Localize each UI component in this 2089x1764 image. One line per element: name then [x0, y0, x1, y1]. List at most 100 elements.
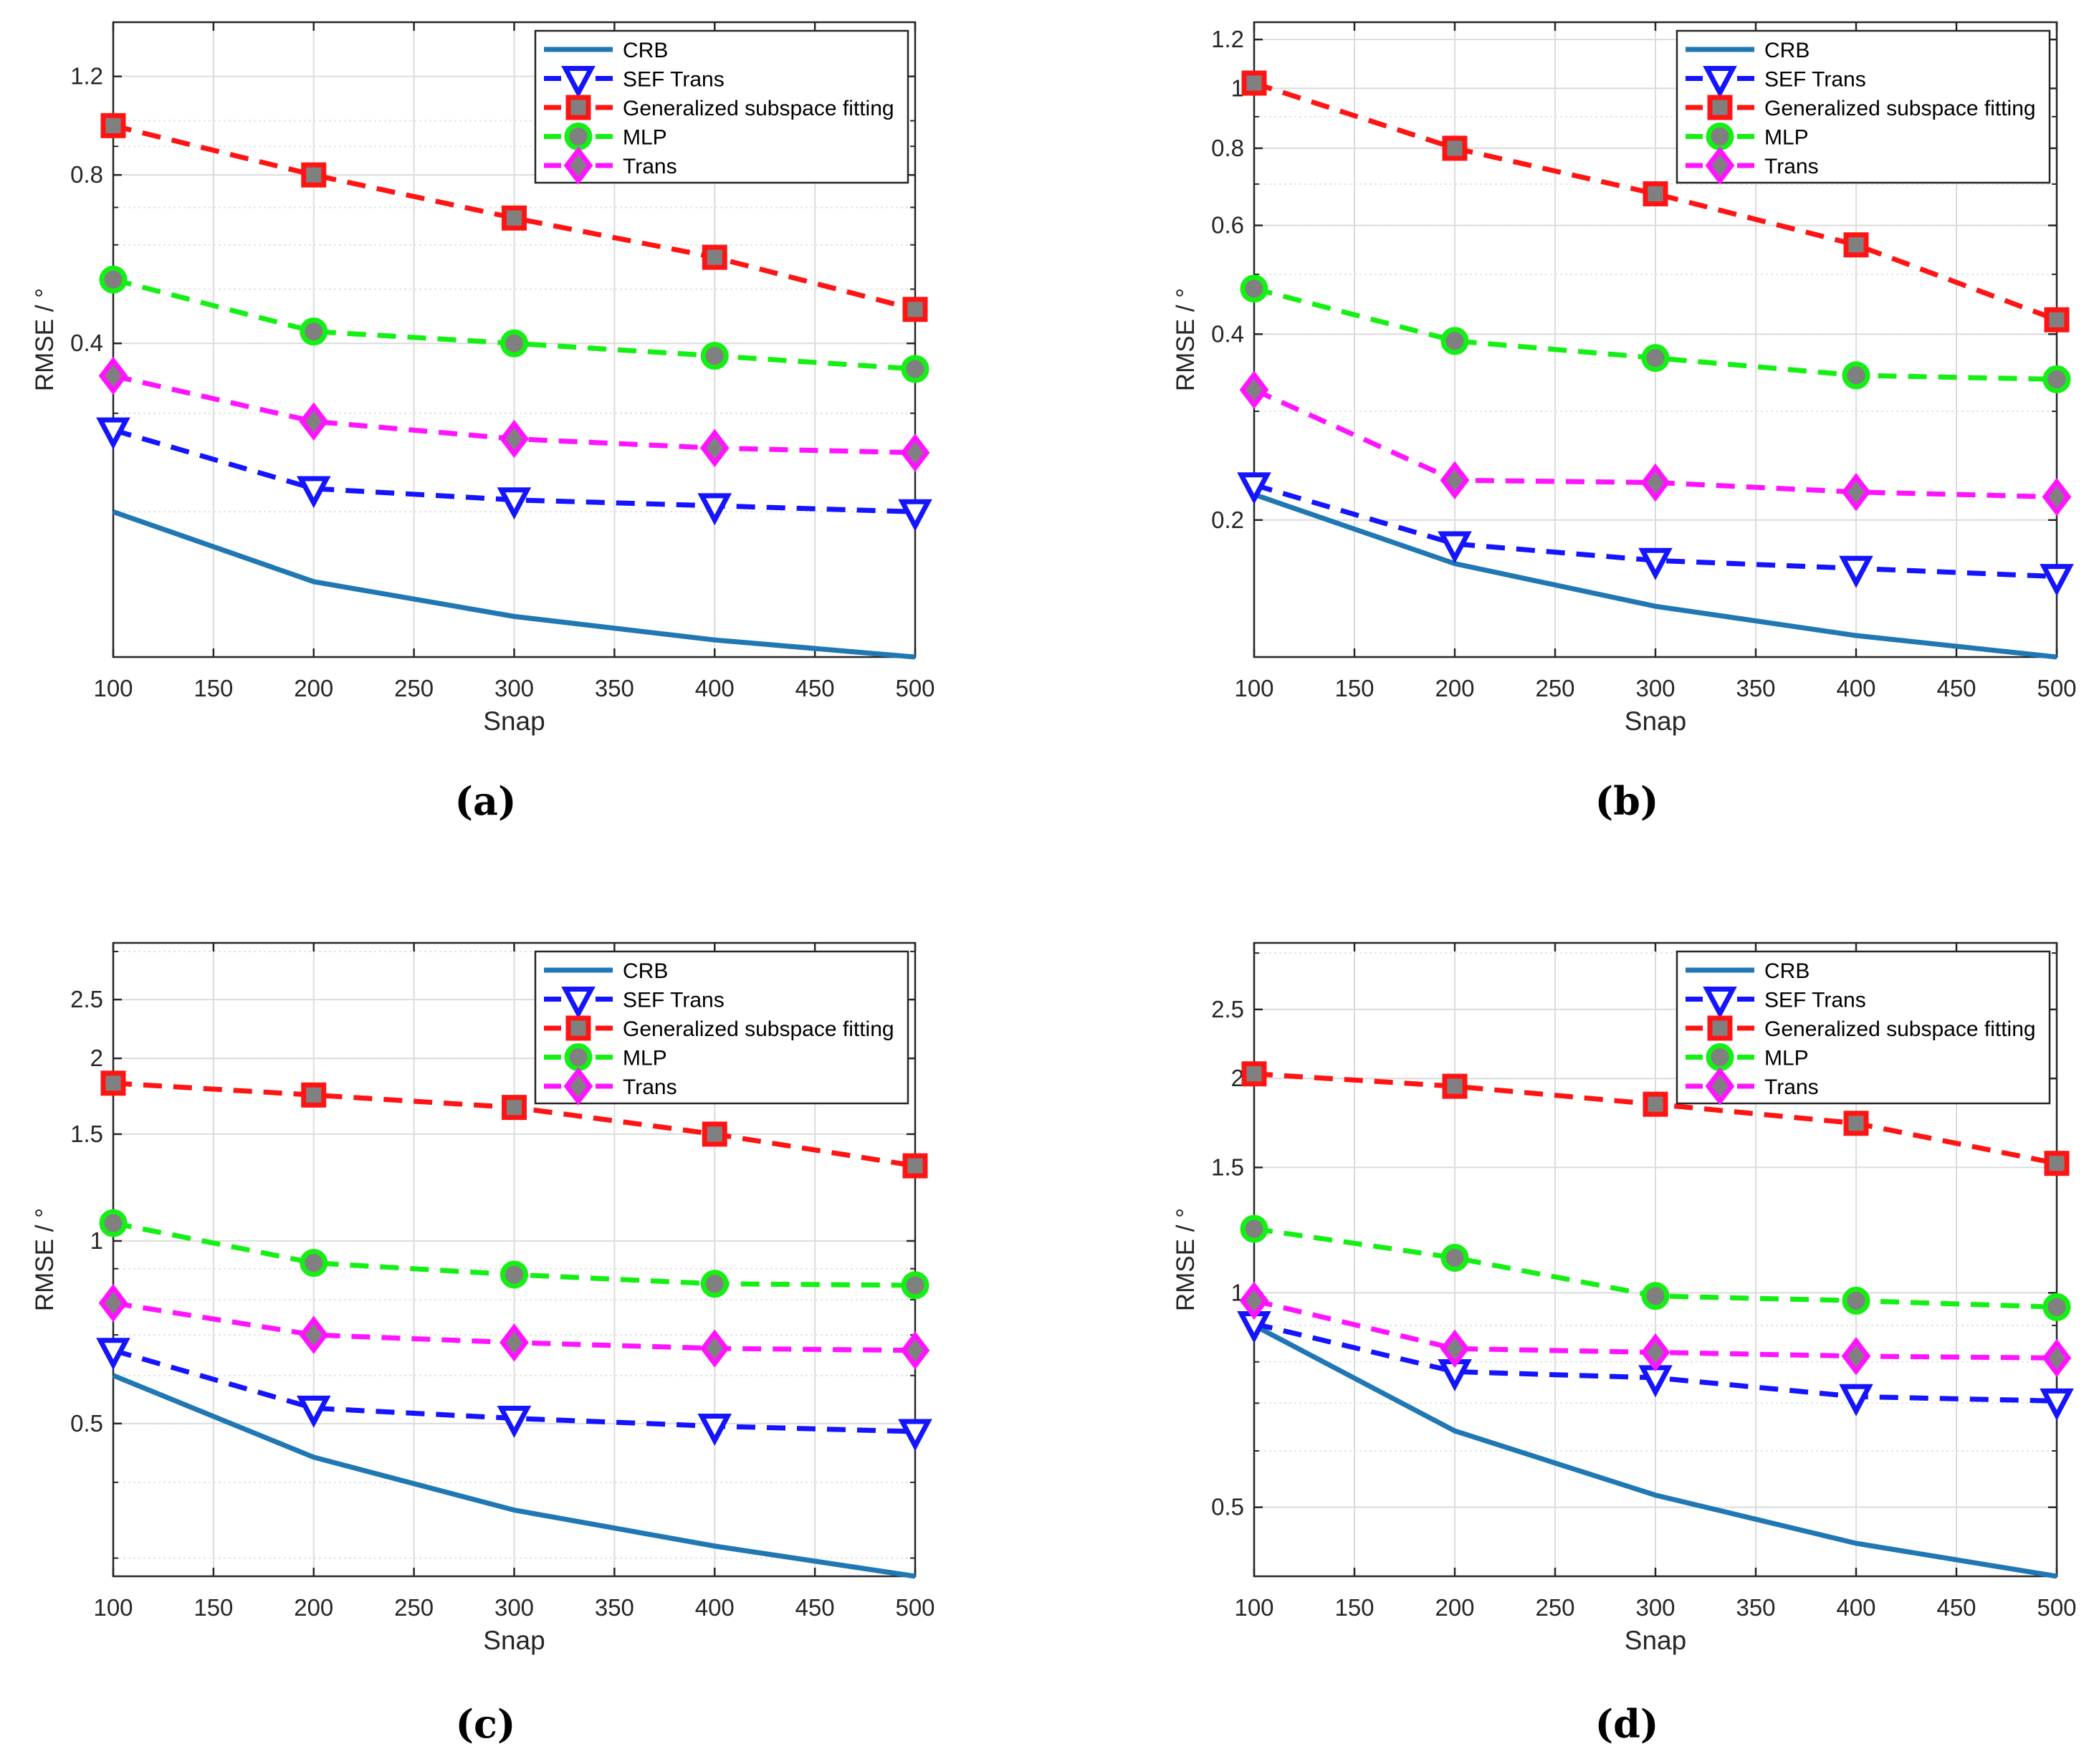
x-tick-label: 200: [1435, 675, 1474, 701]
x-tick-label: 150: [1334, 1594, 1374, 1621]
x-tick-label: 350: [1736, 1594, 1775, 1621]
data-point: [296, 476, 331, 509]
data-point: [1842, 1286, 1870, 1315]
data-point: [898, 499, 932, 532]
data-point: [1442, 135, 1468, 161]
x-tick-label: 150: [193, 675, 233, 701]
data-point: [100, 1070, 126, 1096]
x-axis-label: Snap: [1625, 1626, 1686, 1655]
data-point: [99, 265, 128, 294]
data-point: [100, 112, 126, 138]
series-sef-trans: [96, 417, 932, 532]
x-tick-label: 500: [895, 1594, 934, 1621]
data-point: [1240, 274, 1268, 303]
data-point: [1641, 344, 1670, 373]
legend-marker: [564, 1043, 593, 1071]
data-point: [499, 419, 529, 459]
series-crb: [1253, 492, 2057, 660]
legend-marker: [563, 1067, 593, 1106]
x-tick-label: 250: [394, 675, 434, 701]
x-tick-label: 250: [1535, 675, 1574, 701]
legend-marker: [1706, 1043, 1734, 1071]
data-point: [697, 493, 732, 526]
data-point: [1239, 1281, 1269, 1320]
legend-marker: [565, 1015, 591, 1041]
data-point: [1841, 1336, 1871, 1376]
chart-panel: 100 150 200 250 300 350 400 450 500 0.5 1 1.5 2 2.5 Sn…: [31, 941, 935, 1655]
series-line: [1253, 482, 2057, 580]
data-point: [301, 1082, 327, 1108]
legend-label: Generalized subspace fitting: [623, 1017, 894, 1041]
x-tick-label: 300: [494, 1594, 534, 1621]
data-point: [702, 244, 727, 270]
legend-label: Generalized subspace fitting: [623, 97, 894, 120]
data-point: [2044, 307, 2070, 332]
data-point: [900, 433, 930, 472]
y-tick-label: 0.5: [1211, 1494, 1244, 1520]
data-point: [1839, 1384, 1873, 1417]
series-mlp: [1240, 1214, 2071, 1321]
y-tick-label: 1.5: [1211, 1154, 1244, 1180]
legend-marker: [561, 987, 596, 1019]
panel-label: (b): [1595, 778, 1659, 824]
x-tick-label: 300: [1635, 1594, 1675, 1621]
legend-marker: [1707, 1015, 1733, 1041]
legend: CRB SEF Trans Generalized subspace fitting…: [534, 29, 909, 185]
series-line: [112, 509, 916, 660]
series-trans: [1239, 1281, 2072, 1378]
x-tick-label: 150: [1334, 675, 1374, 701]
data-point: [902, 1153, 928, 1179]
data-point: [98, 356, 128, 396]
data-point: [702, 1121, 727, 1147]
data-point: [1240, 1214, 1268, 1243]
legend-label: SEF Trans: [623, 68, 725, 92]
data-point: [299, 402, 329, 441]
series-crb: [112, 509, 916, 660]
x-tick-label: 500: [2037, 675, 2076, 701]
data-point: [1440, 327, 1469, 355]
y-tick-label: 1.2: [70, 63, 103, 90]
data-point: [1440, 461, 1470, 500]
legend-label: CRB: [623, 39, 668, 62]
data-point: [901, 1271, 929, 1300]
chart-panel: 100 150 200 250 300 350 400 450 500 0.2 0.4 0.6 0.8 1…: [1172, 21, 2077, 736]
legend-label: Trans: [623, 1075, 677, 1099]
y-tick-label: 1: [1231, 75, 1244, 101]
series-line: [1253, 492, 2057, 660]
legend-marker: [1705, 146, 1735, 185]
y-tick-label: 0.6: [1211, 212, 1244, 239]
data-point: [1440, 1329, 1470, 1368]
data-point: [1641, 1282, 1670, 1310]
y-tick-label: 1.2: [1211, 26, 1244, 52]
data-point: [299, 1315, 329, 1354]
data-point: [1638, 547, 1673, 580]
legend-label: CRB: [1764, 959, 1810, 983]
x-tick-label: 250: [394, 1594, 434, 1621]
data-point: [500, 329, 528, 358]
y-tick-label: 2: [1231, 1065, 1244, 1091]
data-point: [1239, 370, 1269, 409]
data-point: [901, 355, 929, 383]
data-point: [700, 1270, 729, 1298]
legend-label: MLP: [1764, 126, 1809, 150]
y-tick-label: 0.2: [1211, 507, 1244, 533]
x-axis-label: Snap: [1625, 706, 1686, 736]
x-tick-label: 350: [595, 1594, 634, 1621]
legend-marker: [564, 123, 593, 150]
y-tick-label: 0.4: [1211, 320, 1244, 347]
series-sef-trans: [1237, 472, 2074, 597]
x-tick-label: 350: [1736, 675, 1775, 701]
data-point: [2044, 1151, 2070, 1176]
data-point: [502, 1095, 527, 1121]
data-point: [1842, 361, 1870, 390]
legend-marker: [1705, 1067, 1735, 1106]
y-tick-label: 2.5: [70, 986, 103, 1012]
y-axis-label: RMSE / °: [31, 1208, 59, 1311]
data-point: [99, 1209, 128, 1237]
legend-marker: [1706, 123, 1734, 150]
data-point: [1643, 181, 1668, 207]
data-point: [1640, 1333, 1670, 1372]
legend-label: SEF Trans: [1764, 989, 1866, 1012]
series-line: [1253, 80, 2058, 322]
